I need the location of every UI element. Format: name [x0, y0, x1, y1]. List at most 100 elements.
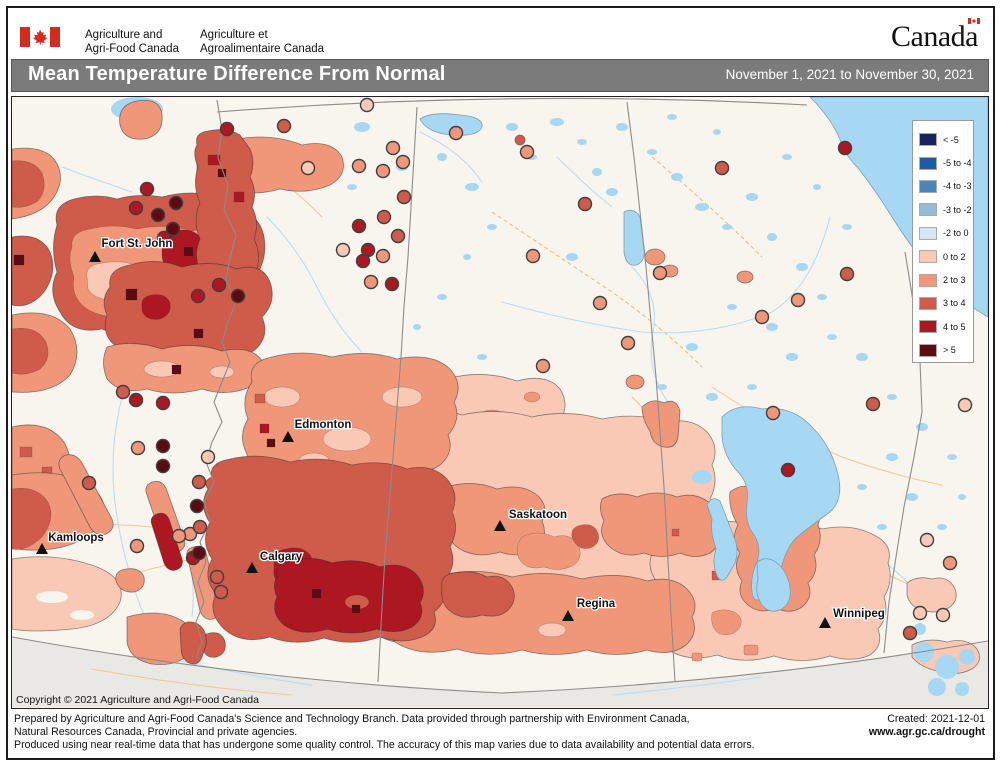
station-dot [219, 121, 235, 137]
city-marker [282, 431, 294, 442]
station-dot [384, 276, 400, 292]
station-dot [115, 384, 131, 400]
city-label: Regina [577, 598, 616, 610]
legend-swatch [919, 179, 937, 193]
legend-row: -3 to -2 [913, 198, 973, 221]
station-dot [168, 195, 184, 211]
station-dot [165, 221, 181, 237]
legend-swatch [919, 133, 937, 147]
legend-swatch [919, 203, 937, 217]
city-label: Kamloops [48, 532, 104, 544]
station-dot [935, 607, 951, 623]
city-label: Saskatoon [509, 509, 567, 521]
station-dot [155, 458, 171, 474]
footer-meta: Created: 2021-12-01 www.agr.gc.ca/drough… [869, 713, 985, 739]
legend-swatch [919, 156, 937, 170]
header: Agriculture and Agri-Food Canada Agricul… [8, 8, 992, 56]
legend-row: 0 to 2 [913, 245, 973, 268]
station-dot [211, 277, 227, 293]
legend: < -5 -5 to -4 -4 to -3 -3 to -2 -2 to 0 0 to … [912, 120, 974, 363]
station-dot [139, 181, 155, 197]
station-dot [525, 248, 541, 264]
map-title: Mean Temperature Difference From Normal [28, 63, 446, 85]
station-dot [363, 274, 379, 290]
legend-row: -2 to 0 [913, 222, 973, 245]
station-dot [189, 498, 205, 514]
stations-layer [81, 97, 973, 641]
legend-swatch [919, 273, 937, 287]
station-dot [200, 449, 216, 465]
page-frame [6, 6, 995, 760]
legend-label: < -5 [943, 134, 959, 145]
footer-line3: Produced using near real-time data that … [14, 739, 755, 751]
legend-label: -4 to -3 [943, 181, 972, 192]
station-dot [519, 144, 535, 160]
station-dot [190, 288, 206, 304]
station-dot [390, 228, 406, 244]
city-marker [562, 610, 574, 621]
footer-notes: Prepared by Agriculture and Agri-Food Ca… [14, 713, 755, 752]
station-dot [839, 266, 855, 282]
legend-label: 2 to 3 [943, 275, 966, 286]
boundaries-layer [11, 97, 989, 694]
station-dot [790, 292, 806, 308]
station-dot [385, 140, 401, 156]
cities-layer: Fort St. John Edmonton Kamloops Calgary Sask… [36, 237, 886, 628]
station-dot [359, 97, 375, 113]
department-name-fr: Agriculture et Agroalimentaire Canada [200, 29, 324, 56]
station-dot [652, 265, 668, 281]
map-area: Fort St. John Edmonton Kamloops Calgary Sask… [11, 96, 989, 709]
station-dot [375, 163, 391, 179]
canada-wordmark: Canada [891, 18, 980, 54]
reindeer-lake [623, 209, 645, 266]
legend-label: -5 to -4 [943, 158, 972, 169]
station-dot [780, 462, 796, 478]
station-dot [865, 396, 881, 412]
station-dot [355, 253, 371, 269]
lake-manitoba [756, 558, 791, 612]
title-bar: Mean Temperature Difference From Normal … [11, 59, 989, 92]
wordmark-text: Canada [891, 20, 978, 53]
city-label: Calgary [260, 551, 303, 563]
border-us [11, 636, 989, 694]
legend-row: 3 to 4 [913, 292, 973, 315]
station-dot [129, 538, 145, 554]
station-dot [396, 189, 412, 205]
legend-label: 0 to 2 [943, 251, 966, 262]
legend-swatch [919, 343, 937, 357]
station-dot [171, 528, 187, 544]
station-dot [577, 196, 593, 212]
legend-label: 4 to 5 [943, 321, 966, 332]
legend-row: -4 to -3 [913, 175, 973, 198]
legend-label: 3 to 4 [943, 298, 966, 309]
legend-swatch [919, 320, 937, 334]
legend-label: -2 to 0 [943, 228, 969, 239]
station-dot [351, 158, 367, 174]
legend-row: -5 to -4 [913, 151, 973, 174]
footer-line2: Natural Resources Canada, Provincial and… [14, 726, 298, 738]
map-canvas: Fort St. John Edmonton Kamloops Calgary Sask… [11, 96, 989, 707]
drought-url: www.agr.gc.ca/drought [868, 726, 985, 738]
station-dot [902, 625, 918, 641]
department-name-en: Agriculture and Agri-Food Canada [85, 29, 179, 56]
station-dot [714, 160, 730, 176]
legend-swatch [919, 250, 937, 264]
date-range: November 1, 2021 to November 30, 2021 [725, 67, 974, 82]
dept-en-line1: Agriculture and [85, 29, 163, 41]
city-marker [36, 543, 48, 554]
station-dot [276, 118, 292, 134]
border-60th-parallel [216, 97, 808, 113]
station-dot [912, 605, 928, 621]
station-dot [156, 230, 172, 246]
legend-row: > 5 [913, 339, 973, 362]
legend-row: 4 to 5 [913, 315, 973, 338]
lake-athabasca [419, 113, 483, 136]
dept-fr-line2: Agroalimentaire Canada [200, 42, 325, 55]
city-marker [494, 520, 506, 531]
station-dot [191, 474, 207, 490]
city-label: Edmonton [295, 419, 352, 431]
legend-row: < -5 [913, 128, 973, 151]
dept-en-line2: Agri-Food Canada [85, 42, 179, 55]
station-dot [192, 519, 208, 535]
station-dot [191, 545, 207, 561]
